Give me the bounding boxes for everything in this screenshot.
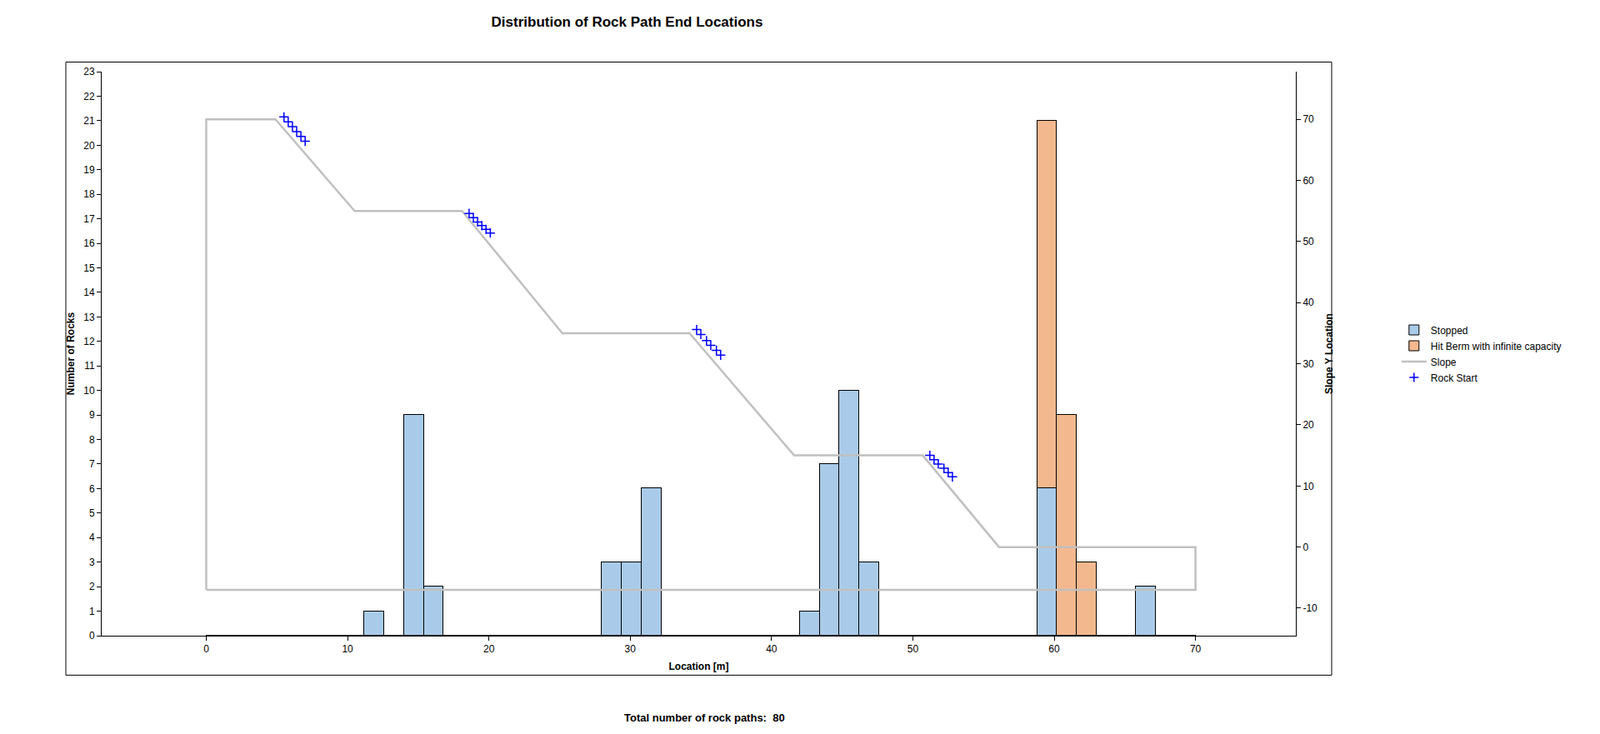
svg-text:1: 1 bbox=[89, 605, 95, 618]
svg-text:8: 8 bbox=[89, 434, 95, 446]
svg-text:30: 30 bbox=[1302, 358, 1315, 370]
svg-text:Hit Berm with infinite capacit: Hit Berm with infinite capacity bbox=[1430, 340, 1562, 353]
svg-text:20: 20 bbox=[1302, 419, 1315, 431]
svg-text:60: 60 bbox=[1302, 175, 1315, 187]
svg-text:18: 18 bbox=[83, 188, 95, 200]
svg-text:15: 15 bbox=[83, 262, 95, 275]
svg-text:0: 0 bbox=[1302, 541, 1309, 554]
svg-text:17: 17 bbox=[83, 213, 95, 225]
svg-text:60: 60 bbox=[1048, 643, 1060, 655]
svg-text:30: 30 bbox=[625, 643, 637, 655]
svg-text:10: 10 bbox=[341, 643, 354, 655]
svg-text:23: 23 bbox=[83, 65, 95, 78]
svg-text:0: 0 bbox=[89, 630, 95, 642]
svg-text:2: 2 bbox=[89, 580, 95, 593]
svg-text:Number of Rocks: Number of Rocks bbox=[65, 312, 77, 396]
svg-text:5: 5 bbox=[89, 507, 95, 520]
svg-text:40: 40 bbox=[1302, 296, 1315, 309]
svg-text:70: 70 bbox=[1190, 643, 1202, 655]
svg-text:Rock Start: Rock Start bbox=[1430, 372, 1479, 385]
svg-text:0: 0 bbox=[203, 643, 210, 655]
svg-text:10: 10 bbox=[83, 385, 95, 397]
svg-text:11: 11 bbox=[84, 360, 95, 372]
svg-text:16: 16 bbox=[83, 237, 95, 250]
svg-text:70: 70 bbox=[1302, 113, 1315, 125]
svg-text:3: 3 bbox=[89, 556, 95, 569]
svg-text:Slope: Slope bbox=[1430, 356, 1457, 369]
svg-text:50: 50 bbox=[907, 643, 920, 655]
svg-text:Location [m]: Location [m] bbox=[669, 660, 730, 673]
svg-text:12: 12 bbox=[83, 335, 95, 348]
svg-text:21: 21 bbox=[83, 115, 95, 127]
svg-text:10: 10 bbox=[1302, 480, 1315, 493]
svg-text:7: 7 bbox=[89, 458, 95, 470]
svg-text:6: 6 bbox=[89, 483, 95, 495]
svg-text:19: 19 bbox=[83, 164, 95, 176]
svg-text:20: 20 bbox=[83, 140, 95, 152]
svg-text:40: 40 bbox=[765, 643, 778, 655]
svg-text:9: 9 bbox=[89, 409, 95, 421]
svg-text:20: 20 bbox=[483, 643, 495, 655]
svg-text:Slope Y Location: Slope Y Location bbox=[1323, 313, 1335, 395]
svg-text:14: 14 bbox=[83, 286, 95, 299]
svg-text:50: 50 bbox=[1302, 235, 1315, 248]
svg-text:13: 13 bbox=[83, 311, 95, 324]
svg-text:Stopped: Stopped bbox=[1430, 325, 1469, 337]
svg-text:4: 4 bbox=[89, 531, 95, 544]
svg-text:-10: -10 bbox=[1302, 602, 1318, 615]
svg-text:Distribution of Rock Path End: Distribution of Rock Path End Locations bbox=[491, 14, 764, 30]
svg-text:22: 22 bbox=[83, 90, 95, 103]
svg-text:Total number of rock paths: 8: Total number of rock paths: 80 bbox=[624, 711, 785, 725]
